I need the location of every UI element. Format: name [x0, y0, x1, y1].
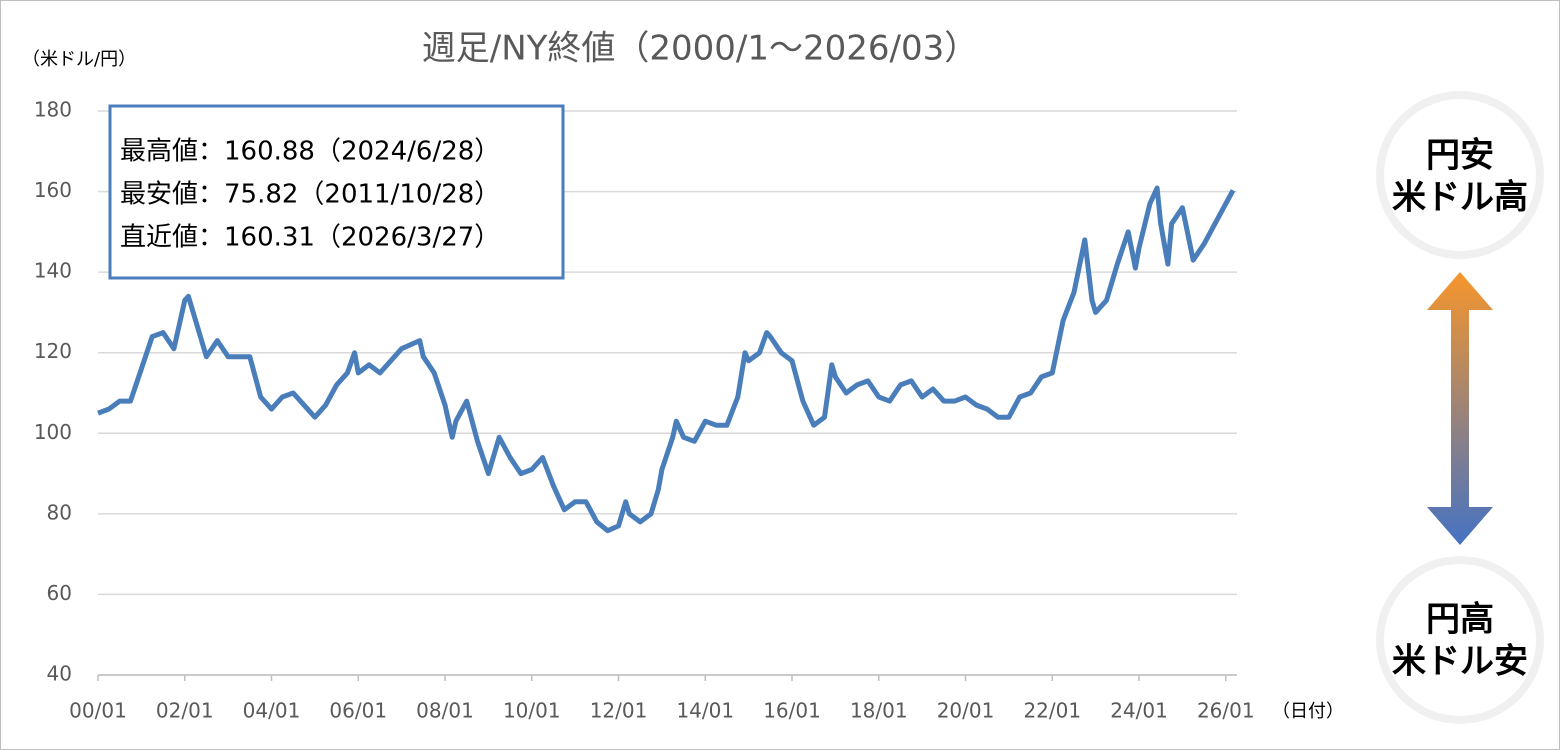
y-tick-label: 80 [47, 500, 72, 524]
side-label: 円安 [1426, 136, 1494, 176]
y-tick-label: 60 [47, 581, 72, 605]
x-tick-label: 10/01 [503, 699, 561, 723]
y-tick-label: 120 [34, 339, 72, 363]
y-tick-label: 40 [47, 662, 72, 686]
x-tick-label: 26/01 [1197, 699, 1255, 723]
y-tick-label: 180 [34, 98, 72, 122]
x-axis-label: （日付） [1272, 701, 1344, 722]
badge [1376, 556, 1544, 724]
y-tick-label: 100 [34, 420, 72, 444]
x-tick-label: 24/01 [1110, 699, 1168, 723]
y-tick-label: 160 [34, 178, 72, 202]
annotation: 直近値：160.31（2026/3/27） [120, 223, 500, 253]
x-tick-label: 08/01 [416, 699, 474, 723]
x-tick-label: 06/01 [329, 699, 387, 723]
annotation: 最高値：160.88（2024/6/28） [120, 137, 500, 167]
y-tick-label: 140 [34, 259, 72, 283]
x-tick-label: 22/01 [1023, 699, 1081, 723]
side-label: 米ドル高 [1392, 178, 1528, 218]
x-tick-label: 18/01 [850, 699, 908, 723]
direction-arrow [1427, 272, 1493, 545]
side-label: 米ドル安 [1392, 642, 1528, 682]
plot-area: 40 60 80 100 120 140 160 180 00/01 02/01 04/01 06/0… [34, 98, 1255, 723]
y-axis-label: （米ドル/円） [22, 49, 136, 70]
x-tick-label: 02/01 [156, 699, 214, 723]
x-tick-label: 04/01 [243, 699, 301, 723]
chart-title: 週足/NY終値（2000/1～2026/03） [422, 29, 979, 69]
x-tick-label: 16/01 [763, 699, 821, 723]
badge [1376, 91, 1544, 259]
x-tick-label: 20/01 [937, 699, 995, 723]
side-label: 円高 [1426, 600, 1494, 640]
annotation: 最安値：75.82（2011/10/28） [120, 180, 500, 210]
x-tick-label: 00/01 [69, 699, 127, 723]
x-tick-label: 12/01 [590, 699, 648, 723]
x-tick-label: 14/01 [676, 699, 734, 723]
annotation-box [108, 104, 565, 280]
price-line [97, 185, 1236, 534]
